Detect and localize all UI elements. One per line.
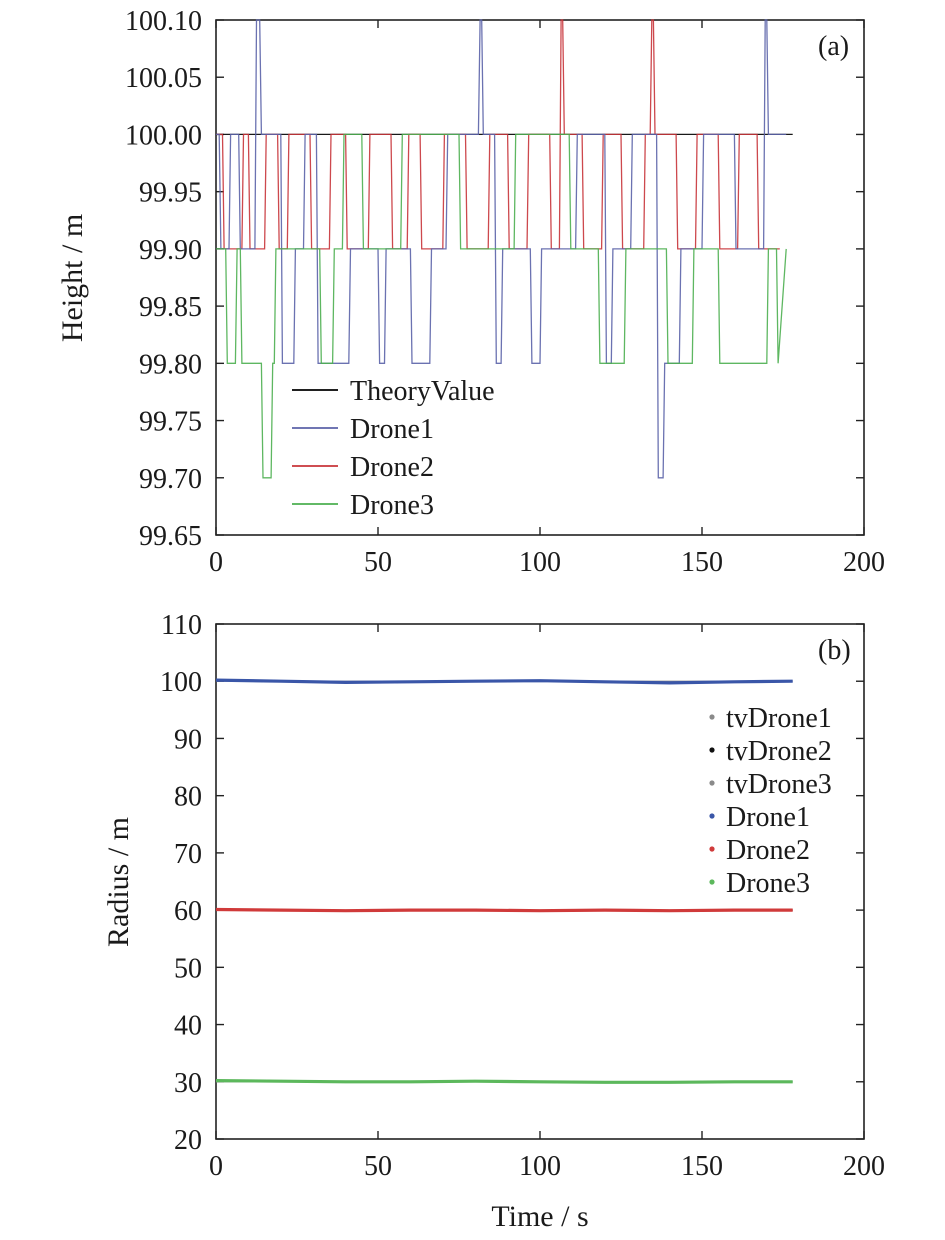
panel-a-y-tick-label: 99.70 xyxy=(139,464,202,495)
panel-a-ticks: 0 50 100 150 200 99.65 99.70 99.75 99.80 99.85 99.… xyxy=(125,6,885,578)
panel-b-series xyxy=(216,678,793,1084)
panel-a-x-tick-label: 0 xyxy=(209,547,223,578)
panel-a-x-tick-label: 150 xyxy=(681,547,723,578)
panel-a-y-tick-label: 99.90 xyxy=(139,235,202,266)
panel-a-y-tick-label: 99.80 xyxy=(139,349,202,380)
panel-a-x-tick-label: 200 xyxy=(843,547,885,578)
panel-b-y-tick-label: 20 xyxy=(174,1125,202,1156)
legend-label-drone1: Drone1 xyxy=(726,802,810,833)
legend-label-drone2: Drone2 xyxy=(350,452,434,483)
panel-b-y-tick-label: 30 xyxy=(174,1068,202,1099)
panel-b-y-tick-label: 40 xyxy=(174,1011,202,1042)
panel-b-y-tick-label: 60 xyxy=(174,896,202,927)
legend-label-drone3: Drone3 xyxy=(350,490,434,521)
panel-a-y-tick-label: 100.05 xyxy=(125,63,202,94)
panel-a-y-tick-label: 100.10 xyxy=(125,6,202,37)
panel-b-series-line-drone3 xyxy=(216,1079,793,1084)
panel-a-series xyxy=(216,19,793,479)
panel-b-ticks: 0 50 100 150 200 20 30 40 50 60 70 80 90 100 110 xyxy=(160,610,885,1182)
panel-b-y-tick-label: 80 xyxy=(174,782,202,813)
legend-label-drone1: Drone1 xyxy=(350,414,434,445)
legend-marker-drone2 xyxy=(709,846,715,852)
panel-a-x-tick-label: 50 xyxy=(364,547,392,578)
panel-a-series-line-drone1 xyxy=(216,19,787,479)
legend-marker-tvdrone1 xyxy=(709,714,715,720)
panel-b-y-tick-label: 90 xyxy=(174,724,202,755)
panel-a-y-tick-label: 100.00 xyxy=(125,120,202,151)
panel-b-x-tick-label: 50 xyxy=(364,1151,392,1182)
panel-b-x-axis-label: Time / s xyxy=(491,1200,588,1233)
panel-b-series-line-drone2 xyxy=(216,907,793,913)
panel-b-x-tick-label: 200 xyxy=(843,1151,885,1182)
legend-label-theoryvalue: TheoryValue xyxy=(350,376,495,407)
panel-a-x-tick-label: 100 xyxy=(519,547,561,578)
panel-a-y-tick-label: 99.85 xyxy=(139,292,202,323)
panel-b-y-tick-label: 110 xyxy=(161,610,202,641)
panel-a-label: (a) xyxy=(818,31,849,62)
legend-label-drone2: Drone2 xyxy=(726,835,810,866)
panel-a-y-tick-label: 99.95 xyxy=(139,178,202,209)
panel-b-y-axis-label: Radius / m xyxy=(102,817,135,947)
panel-a-y-axis-label: Height / m xyxy=(56,214,89,342)
panel-a-y-tick-label: 99.65 xyxy=(139,521,202,552)
legend-label-tvdrone1: tvDrone1 xyxy=(726,703,832,734)
panel-b-y-tick-label: 100 xyxy=(160,667,202,698)
legend-label-tvdrone2: tvDrone2 xyxy=(726,736,832,767)
panel-b-y-tick-label: 50 xyxy=(174,953,202,984)
panel-b-x-tick-label: 0 xyxy=(209,1151,223,1182)
panel-a-series-line-drone3 xyxy=(216,133,787,479)
panel-a-y-tick-label: 99.75 xyxy=(139,407,202,438)
panel-b-x-tick-label: 100 xyxy=(519,1151,561,1182)
legend-marker-tvdrone3 xyxy=(709,780,715,786)
panel-b-y-tick-label: 70 xyxy=(174,839,202,870)
legend-marker-tvdrone2 xyxy=(709,747,715,753)
panel-a-plot-frame xyxy=(215,19,865,536)
legend-label-drone3: Drone3 xyxy=(726,868,810,899)
panel-b-label: (b) xyxy=(818,635,851,666)
panel-a-height-chart: 0 50 100 150 200 99.65 99.70 99.75 99.80 99.85 99.… xyxy=(56,6,885,578)
legend-label-tvdrone3: tvDrone3 xyxy=(726,769,832,800)
legend-marker-drone3 xyxy=(709,879,715,885)
panel-b-legend: tvDrone1tvDrone2tvDrone3Drone1Drone2Dron… xyxy=(709,703,832,899)
panel-a-legend: TheoryValue Drone1 Drone2 Drone3 xyxy=(292,376,495,521)
panel-b-radius-chart: 0 50 100 150 200 20 30 40 50 60 70 80 90 100 110 (b) R… xyxy=(102,610,885,1233)
panel-b-series-line-drone1 xyxy=(216,678,793,685)
panel-b-x-tick-label: 150 xyxy=(681,1151,723,1182)
legend-marker-drone1 xyxy=(709,813,715,819)
